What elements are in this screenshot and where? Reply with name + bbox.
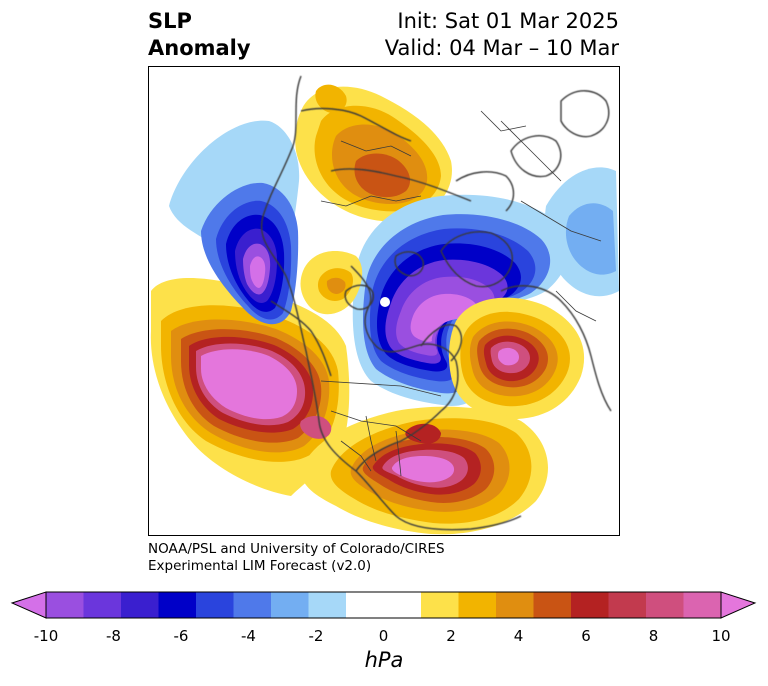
colorbar-tick-label: -4 bbox=[241, 627, 256, 645]
title-line-2: Anomaly bbox=[148, 36, 251, 60]
colorbar-tick-label: 4 bbox=[513, 627, 524, 645]
colorbar-tick-label: -2 bbox=[308, 627, 324, 645]
siberia-high-anomaly bbox=[295, 84, 452, 222]
colorbar-outline bbox=[45, 591, 722, 619]
credit-line-2: Experimental LIM Forecast (v2.0) bbox=[148, 558, 372, 574]
colorbar-segment bbox=[608, 592, 647, 618]
colorbar-segment bbox=[158, 592, 197, 618]
valid-range: Valid: 04 Mar – 10 Mar bbox=[384, 36, 619, 60]
pacific-high-anomaly bbox=[150, 278, 350, 496]
title-line-1: SLP bbox=[148, 9, 192, 33]
colorbar-under-arrow bbox=[10, 591, 47, 619]
anomaly-map bbox=[148, 66, 620, 536]
colorbar-tick-label: 6 bbox=[581, 627, 591, 645]
init-date: Init: Sat 01 Mar 2025 bbox=[397, 9, 619, 33]
colorbar-tick-label: -10 bbox=[33, 627, 59, 645]
colorbar-segment bbox=[533, 592, 572, 618]
colorbar-tick-label: 0 bbox=[378, 627, 389, 645]
colorbar-unit: hPa bbox=[364, 648, 404, 672]
eastern-us-high-anomaly bbox=[300, 406, 548, 535]
coastlines bbox=[260, 75, 612, 531]
colorbar-segment bbox=[458, 592, 497, 618]
colorbar-segment bbox=[683, 592, 722, 618]
colorbar-tick-label: 10 bbox=[711, 627, 731, 645]
colorbar-svg bbox=[10, 591, 757, 619]
colorbar-segment bbox=[571, 592, 609, 618]
colorbar-tick-label: -6 bbox=[173, 627, 189, 645]
colorbar-segment bbox=[421, 592, 459, 618]
colorbar-tick-label: -8 bbox=[106, 627, 121, 645]
colorbar-segment bbox=[233, 592, 272, 618]
colorbar-segment bbox=[346, 592, 384, 618]
colorbar-over-arrow bbox=[720, 591, 757, 619]
colorbar-segment bbox=[646, 592, 684, 618]
north-pole-marker bbox=[380, 297, 390, 307]
colorbar-segment bbox=[83, 592, 122, 618]
colorbar-segments bbox=[46, 592, 722, 618]
colorbar-segment bbox=[271, 592, 309, 618]
forecast-dates: Init: Sat 01 Mar 2025 Valid: 04 Mar – 10… bbox=[385, 8, 619, 62]
colorbar-segment bbox=[496, 592, 534, 618]
colorbar-tick-label: 8 bbox=[648, 627, 659, 645]
colorbar-segment bbox=[308, 592, 347, 618]
greenland-low-anomaly bbox=[352, 194, 569, 406]
map-title: SLP Anomaly bbox=[148, 8, 251, 62]
colorbar-segment bbox=[196, 592, 234, 618]
canada-positive-anomaly bbox=[300, 251, 363, 315]
credit-line-1: NOAA/PSL and University of Colorado/CIRE… bbox=[148, 541, 445, 557]
colorbar-segment bbox=[46, 592, 84, 618]
colorbar-segment bbox=[121, 592, 159, 618]
colorbar-segment bbox=[383, 592, 422, 618]
atlantic-high-anomaly bbox=[448, 297, 585, 420]
credit-text: NOAA/PSL and University of Colorado/CIRE… bbox=[148, 541, 445, 575]
colorbar bbox=[0, 588, 768, 624]
political-borders bbox=[320, 110, 602, 477]
colorbar-tick-label: 2 bbox=[446, 627, 456, 645]
map-canvas bbox=[150, 75, 619, 535]
eurasia-negative-anomaly bbox=[544, 167, 619, 297]
alaska-low-anomaly bbox=[169, 120, 300, 325]
